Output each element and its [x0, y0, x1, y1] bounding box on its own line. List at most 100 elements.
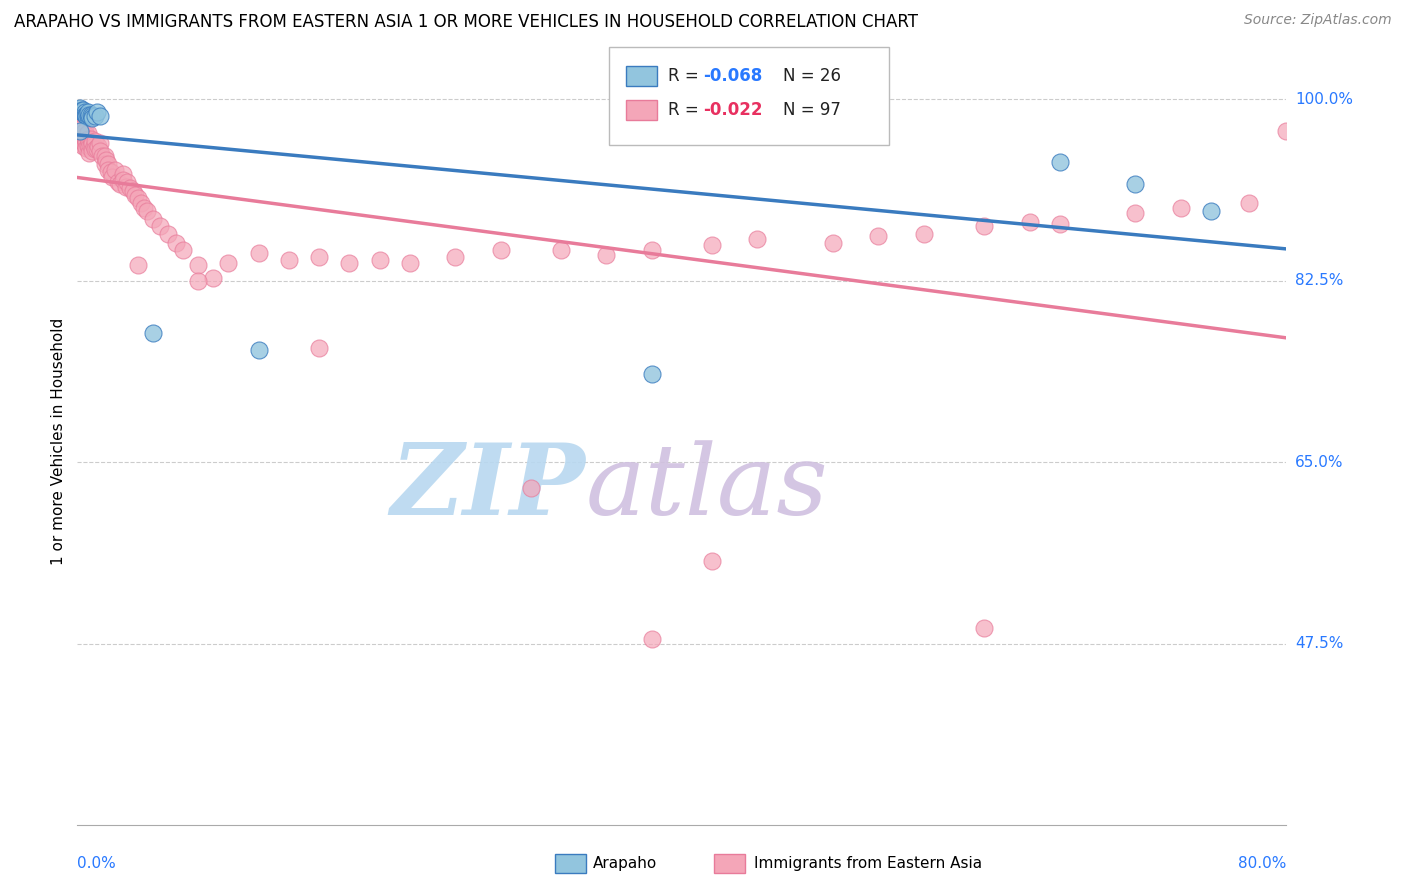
Point — [89, 109, 111, 123]
Point — [90, 149, 112, 163]
Point — [79, 108, 101, 122]
Point — [120, 180, 142, 194]
Point — [127, 191, 149, 205]
Text: -0.022: -0.022 — [703, 101, 762, 119]
Point — [129, 196, 152, 211]
Point — [107, 175, 129, 189]
Point — [101, 170, 124, 185]
Point — [142, 211, 165, 226]
Text: atlas: atlas — [585, 440, 828, 535]
Point — [247, 343, 270, 358]
Point — [868, 229, 890, 244]
Point — [115, 175, 138, 189]
Point — [77, 110, 100, 124]
Point — [247, 245, 270, 260]
Point — [111, 167, 134, 181]
Point — [104, 163, 127, 178]
Point — [73, 104, 96, 119]
Point — [93, 149, 115, 163]
Point — [77, 126, 100, 140]
Point — [82, 109, 104, 123]
Text: 65.0%: 65.0% — [1295, 455, 1343, 470]
Point — [77, 139, 100, 153]
Point — [70, 104, 93, 119]
Point — [821, 235, 844, 250]
Point — [165, 235, 187, 250]
Point — [1123, 178, 1146, 192]
Point — [80, 132, 103, 146]
Point — [550, 243, 572, 257]
Point — [1237, 196, 1260, 211]
Point — [75, 109, 97, 123]
Point — [96, 157, 118, 171]
Point — [72, 126, 94, 140]
Y-axis label: 1 or more Vehicles in Household: 1 or more Vehicles in Household — [51, 318, 66, 566]
Point — [79, 140, 101, 154]
Text: N = 26: N = 26 — [783, 67, 841, 85]
Point — [70, 103, 93, 117]
Point — [82, 111, 104, 125]
Point — [747, 232, 769, 246]
Point — [187, 258, 209, 272]
Point — [73, 132, 96, 146]
Point — [1018, 215, 1040, 229]
Point — [595, 248, 617, 262]
Point — [520, 481, 543, 495]
Point — [67, 103, 90, 117]
Text: Arapaho: Arapaho — [593, 856, 658, 871]
Point — [67, 117, 90, 131]
Point — [172, 243, 194, 257]
Text: R =: R = — [668, 67, 704, 85]
Point — [75, 141, 97, 155]
Point — [308, 250, 330, 264]
Point — [84, 109, 107, 123]
Point — [69, 123, 91, 137]
Point — [368, 253, 391, 268]
Point — [77, 104, 100, 119]
Point — [127, 258, 149, 272]
Text: N = 97: N = 97 — [783, 101, 841, 119]
Point — [73, 108, 96, 122]
Point — [142, 326, 165, 340]
Point — [114, 179, 136, 194]
Point — [108, 178, 131, 192]
Point — [93, 157, 115, 171]
Point — [187, 274, 209, 288]
Point — [84, 134, 107, 148]
Point — [308, 341, 330, 355]
Point — [72, 139, 94, 153]
Text: 47.5%: 47.5% — [1295, 636, 1343, 651]
Point — [1049, 154, 1071, 169]
Point — [278, 253, 301, 268]
Point — [82, 136, 104, 150]
Point — [337, 256, 360, 270]
Point — [70, 134, 93, 148]
Point — [69, 121, 91, 136]
Text: Source: ZipAtlas.com: Source: ZipAtlas.com — [1244, 13, 1392, 28]
Text: 100.0%: 100.0% — [1295, 92, 1353, 107]
Point — [89, 145, 111, 159]
Point — [111, 173, 134, 187]
Point — [96, 163, 118, 178]
Point — [77, 132, 100, 146]
Point — [444, 250, 467, 264]
Point — [641, 632, 664, 646]
Point — [1170, 202, 1192, 216]
Point — [1199, 204, 1222, 219]
Point — [1275, 123, 1298, 137]
Point — [702, 554, 724, 568]
Point — [122, 184, 145, 198]
Point — [70, 121, 93, 136]
Point — [157, 227, 180, 242]
Point — [72, 132, 94, 146]
Point — [135, 204, 157, 219]
Point — [69, 126, 91, 140]
Point — [218, 256, 240, 270]
Point — [67, 121, 90, 136]
Point — [89, 136, 111, 150]
Point — [79, 134, 101, 148]
Point — [973, 621, 995, 635]
Text: 80.0%: 80.0% — [1239, 855, 1286, 871]
Text: 82.5%: 82.5% — [1295, 273, 1343, 288]
Point — [84, 142, 107, 156]
